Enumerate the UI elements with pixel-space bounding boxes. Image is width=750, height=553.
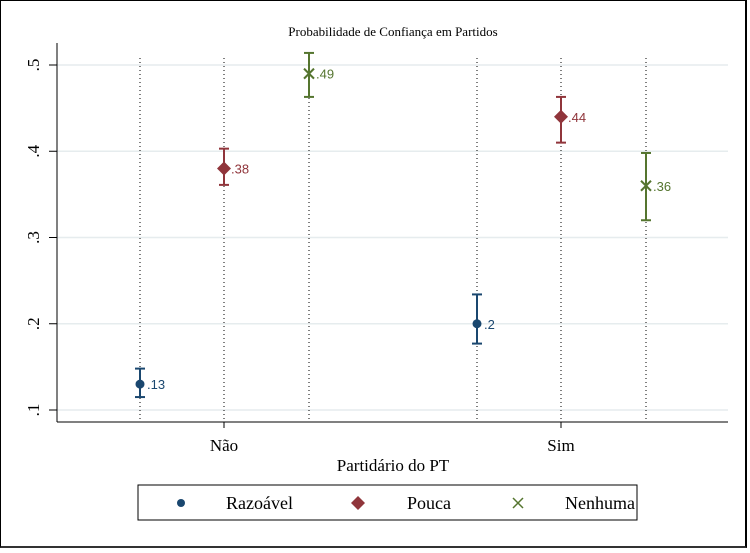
- series-razoável: .13 .2: [135, 293, 495, 399]
- legend-marker-x: [512, 497, 524, 509]
- legend: Razoável Pouca Nenhuma: [137, 484, 638, 521]
- data-label: .36: [653, 179, 671, 194]
- legend-label: Razoável: [226, 493, 293, 513]
- y-tick-label: .1: [24, 404, 43, 417]
- data-label: .2: [484, 317, 495, 332]
- y-tick-label: .5: [24, 59, 43, 72]
- x-tick-label: Não: [210, 436, 238, 455]
- y-tick-label: .4: [24, 144, 43, 157]
- data-label: .49: [316, 67, 334, 82]
- data-point: [472, 319, 482, 329]
- x-axis-label: Partidário do PT: [337, 456, 450, 475]
- x-tick-label: Sim: [547, 436, 574, 455]
- chart-title: Probabilidade de Confiança em Partidos: [288, 24, 497, 39]
- grid-lines: [57, 64, 728, 411]
- series-pouca: .38 .44: [217, 95, 586, 186]
- data-point: [217, 161, 231, 176]
- data-point: [554, 109, 568, 124]
- legend-marker-diamond: [351, 496, 365, 510]
- legend-item-razoável: Razoável: [177, 493, 293, 513]
- data-label: .13: [147, 377, 165, 392]
- y-tick-label: .2: [24, 317, 43, 330]
- legend-item-nenhuma: Nenhuma: [512, 493, 635, 513]
- legend-label: Nenhuma: [565, 493, 635, 513]
- data-point: [303, 67, 315, 80]
- data-label: .44: [568, 110, 586, 125]
- axes: .1 .2 .3 .4 .5 Não Sim: [24, 43, 728, 455]
- series-nenhuma: .49 .36: [303, 51, 671, 222]
- data-point: [640, 180, 652, 192]
- data-point: [135, 379, 145, 389]
- y-tick-label: .3: [24, 231, 43, 244]
- legend-label: Pouca: [407, 493, 451, 513]
- legend-item-pouca: Pouca: [351, 493, 451, 513]
- legend-box: [137, 484, 638, 521]
- series: .13 .2 .38 .44 .49 .36: [135, 51, 671, 399]
- legend-marker-circle: [177, 499, 185, 507]
- data-label: .38: [231, 162, 249, 177]
